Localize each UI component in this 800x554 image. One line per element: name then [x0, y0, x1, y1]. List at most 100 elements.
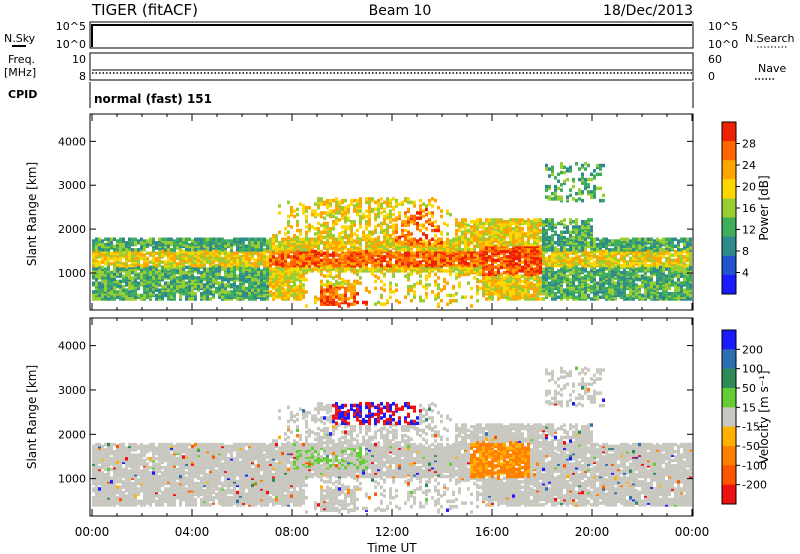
power-cell — [578, 269, 581, 273]
power-cell — [371, 248, 374, 252]
power-cell — [194, 265, 197, 270]
power-cell — [470, 263, 473, 268]
power-cell — [299, 295, 302, 299]
power-cell — [392, 205, 395, 210]
power-cell — [176, 237, 179, 242]
power-cell — [527, 267, 530, 271]
power-cell — [293, 288, 296, 292]
power-cell — [218, 265, 221, 270]
power-cell — [494, 221, 497, 226]
power-cell — [512, 265, 515, 270]
power-cell — [464, 228, 467, 233]
power-cell — [128, 283, 131, 287]
power-cell — [317, 205, 320, 210]
power-cell — [371, 197, 374, 201]
power-cell — [434, 234, 437, 238]
power-cell — [173, 290, 176, 294]
power-cell — [254, 242, 257, 247]
power-cell — [290, 263, 293, 268]
power-cell — [416, 221, 419, 226]
power-cell — [209, 270, 212, 275]
power-cell — [233, 281, 236, 285]
power-cell — [389, 209, 392, 213]
power-cell — [584, 277, 587, 282]
power-cell — [563, 179, 566, 184]
power-cell — [119, 281, 122, 285]
power-cell — [164, 293, 167, 298]
power-cell — [500, 274, 503, 278]
power-cell — [566, 225, 569, 229]
power-cell — [203, 239, 206, 243]
power-cell — [533, 283, 536, 287]
power-cell — [197, 265, 200, 270]
power-cell — [353, 302, 356, 306]
power-cell — [395, 226, 398, 231]
power-cell — [374, 200, 377, 205]
power-cell — [206, 274, 209, 278]
power-cell — [152, 246, 155, 250]
power-cell — [98, 283, 101, 287]
power-cell — [584, 297, 587, 301]
power-cell — [539, 249, 542, 254]
power-cell — [398, 265, 401, 270]
power-cell — [389, 260, 392, 264]
power-cell — [182, 251, 185, 256]
power-cell — [338, 269, 341, 273]
power-cell — [323, 274, 326, 278]
power-cell — [299, 283, 302, 287]
power-cell — [413, 218, 416, 222]
power-cell — [575, 230, 578, 235]
power-cell — [329, 234, 332, 238]
power-cell — [530, 274, 533, 278]
power-cell — [260, 248, 263, 252]
power-cell — [527, 223, 530, 227]
power-cell — [173, 265, 176, 270]
power-cell — [293, 263, 296, 268]
power-cell — [557, 186, 560, 191]
power-cell — [527, 281, 530, 285]
power-cell — [281, 253, 284, 257]
power-cell — [404, 263, 407, 268]
power-cell — [179, 260, 182, 264]
power-cell — [296, 256, 299, 261]
power-cell — [320, 241, 323, 245]
power-cell — [536, 239, 539, 243]
power-cell — [311, 267, 314, 271]
power-cell — [575, 234, 578, 238]
power-cell — [563, 242, 566, 247]
power-cell — [338, 283, 341, 287]
power-cell — [365, 209, 368, 213]
power-cell — [485, 256, 488, 261]
power-cell — [215, 258, 218, 263]
power-cell — [272, 269, 275, 273]
power-cell — [164, 276, 167, 280]
power-cell — [395, 242, 398, 247]
power-cell — [497, 255, 500, 259]
power-cell — [425, 267, 428, 271]
power-cell — [572, 251, 575, 256]
power-cell — [293, 242, 296, 247]
power-cell — [602, 276, 605, 280]
power-cell — [455, 253, 458, 257]
power-cell — [533, 288, 536, 292]
power-cell — [446, 239, 449, 243]
power-cell — [515, 297, 518, 301]
power-cell — [404, 239, 407, 243]
power-cell — [536, 276, 539, 280]
power-cell — [104, 284, 107, 289]
power-cell — [197, 246, 200, 250]
power-cell — [251, 270, 254, 275]
power-cell — [392, 239, 395, 243]
power-cell — [536, 219, 539, 224]
power-cell — [524, 234, 527, 238]
power-cell — [254, 249, 257, 254]
power-cell — [269, 270, 272, 275]
power-cell — [512, 262, 515, 266]
power-cell — [239, 293, 242, 298]
power-cell — [302, 251, 305, 256]
power-cell — [404, 248, 407, 252]
power-cell — [230, 258, 233, 263]
power-cell — [533, 267, 536, 271]
power-cell — [416, 225, 419, 229]
power-cell — [410, 249, 413, 254]
